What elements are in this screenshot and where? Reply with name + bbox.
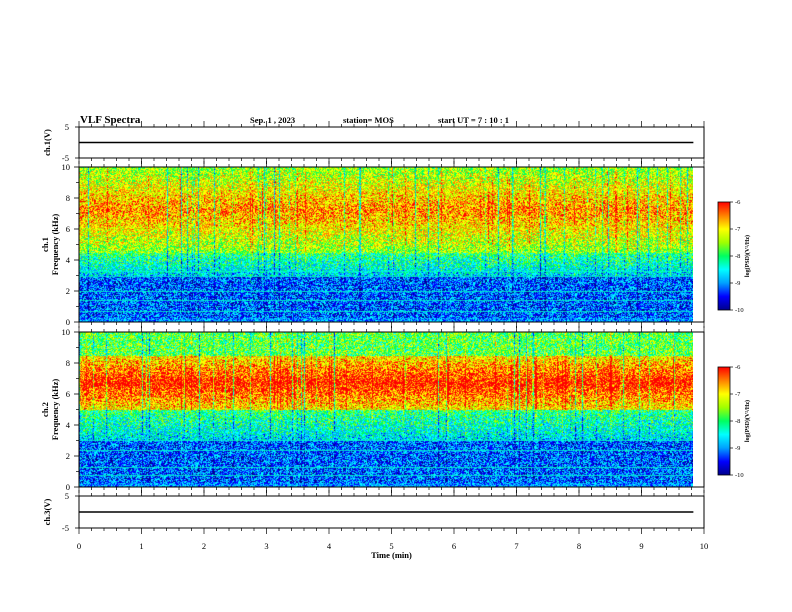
ch2-colorbar-tick-label: -10 [735,472,744,479]
time-tick-label: 3 [264,541,268,551]
ch1-colorbar-tick-label: -7 [735,226,741,233]
ch1-spec-y-tick-label: 6 [66,224,70,234]
ch2-colorbar-label: log(PSD)(V²/Hz) [744,400,751,442]
ch2-colorbar-gradient [717,366,731,476]
ch2-colorbar-tick-label: -7 [735,391,741,398]
time-tick-label: 4 [327,541,332,551]
time-tick-label: 2 [202,541,206,551]
time-tick-label: 8 [577,541,581,551]
ch1-spec-spectrogram-image [79,167,693,322]
ch2-colorbar-tick-label: -8 [735,418,740,425]
figure-title: VLF Spectra [80,114,141,126]
ch1-colorbar-gradient [717,201,731,311]
ch3-voltage-y-tick-label: 5 [65,491,69,501]
start-time-label: start UT = 7 : 10 : 1 [438,115,509,125]
ch1-voltage-y-tick-label: -5 [62,153,69,163]
ch2-spec-y-tick-label: 8 [66,358,70,368]
time-axis: 0 1 2 3 4 5 6 7 8 9 10 Time (min) [77,541,708,560]
ch2-colorbar-tick-label: -6 [735,364,741,371]
time-tick-label: 6 [452,541,456,551]
time-tick-label: 9 [639,541,643,551]
ch2-spec-y-tick-label: 4 [66,420,71,430]
ch3-voltage-panel: 5 -5 ch.3(V) [42,490,705,534]
ch1-spec-ylabel: ch.1 [40,237,50,252]
ch2-colorbar-tick-label: -9 [735,445,740,452]
ch2-spec-y-tick-label: 10 [62,327,71,337]
ch1-spec-y-tick-label: 2 [66,286,70,296]
station-label: station= MOS [343,115,394,125]
ch1-voltage-panel: 5 -5 ch.1(V) [42,121,705,164]
ch1-colorbar-tick-label: -6 [735,199,741,206]
ch2-colorbar: -6 -7 -8 -9 -10 log(PSD)(V²/Hz) [717,364,751,479]
date-label: Sep. 1 , 2023 [250,115,295,125]
ch1-colorbar-tick-label: -10 [735,307,744,314]
ch1-colorbar-tick-label: -8 [735,253,740,260]
ch1-spec-y-tick-label: 10 [62,162,71,172]
ch1-spec-y-tick-label: 0 [66,317,70,327]
time-tick-label: 0 [77,541,81,551]
ch1-voltage-ylabel: ch.1(V) [42,129,52,156]
time-tick-label: 1 [139,541,143,551]
ch3-voltage-ylabel: ch.3(V) [42,498,52,525]
ch2-spec-ylabel: Frequency (kHz) [50,379,60,441]
ch2-spectrogram-panel: 0 2 4 6 8 10 ch.2 Frequency (kHz) [40,326,705,493]
ch1-colorbar-label: log(PSD)(V²/Hz) [744,235,751,277]
time-tick-label: 10 [700,541,709,551]
ch1-spec-ylabel: Frequency (kHz) [50,214,60,276]
ch1-voltage-y-tick-label: 5 [65,122,69,132]
time-tick-label: 5 [389,541,393,551]
ch1-colorbar-tick-label: -9 [735,280,740,287]
ch1-colorbar: -6 -7 -8 -9 -10 log(PSD)(V²/Hz) [717,199,751,314]
ch2-spec-spectrogram-image [79,332,693,487]
time-axis-label: Time (min) [371,550,412,560]
ch1-spec-y-tick-label: 4 [66,255,71,265]
ch2-spec-ylabel: ch.2 [40,402,50,417]
ch1-spec-y-tick-label: 8 [66,193,70,203]
ch2-spec-y-tick-label: 6 [66,389,70,399]
ch2-spec-y-tick-label: 2 [66,451,70,461]
time-tick-label: 7 [514,541,518,551]
ch1-spectrogram-panel: 0 2 4 6 8 10 ch.1 Frequency (kHz) [40,161,705,328]
ch3-voltage-y-tick-label: -5 [62,523,69,533]
ch2-spec-y-tick-label: 0 [66,482,70,492]
